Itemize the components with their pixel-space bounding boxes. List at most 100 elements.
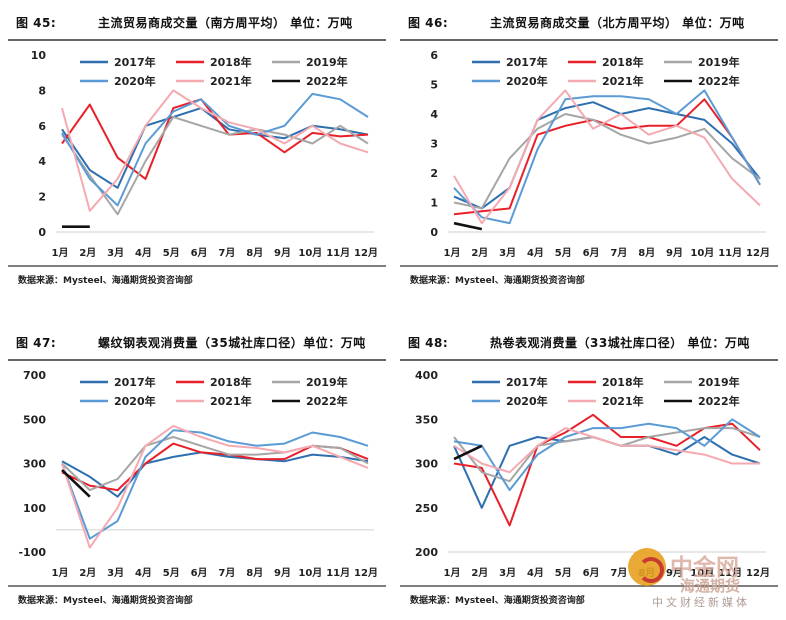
x-tick-label: 4月 [135,247,152,259]
x-tick-label: 10月 [298,247,322,259]
legend-label: 2019年 [698,55,740,69]
chart-title: 图 46: 主流贸易商成交量（北方周平均） 单位：万吨 [400,14,778,31]
x-tick-label: 12月 [354,247,378,259]
y-tick-label: 300 [23,458,46,471]
legend-label: 2022年 [306,394,348,408]
x-tick-label: 6月 [191,567,208,579]
legend-label: 2019年 [306,375,348,389]
x-tick-label: 9月 [666,567,683,579]
chart-title: 图 48: 热卷表观消费量（33城社库口径） 单位：万吨 [400,334,778,351]
y-tick-label: 1 [430,197,438,210]
series-line [453,89,761,225]
series-line [61,107,369,189]
legend-label: 2019年 [698,375,740,389]
x-tick-label: 2月 [79,567,96,579]
x-tick-label: 1月 [52,247,69,259]
series-line [453,427,760,474]
y-tick-label: 350 [415,413,438,426]
legend-label: 2018年 [602,375,644,389]
legend-label: 2020年 [506,394,548,408]
watermark-line1: 中金网 [670,554,739,581]
x-tick-label: 12月 [746,247,770,259]
series-line [61,98,369,180]
y-tick-label: 4 [430,108,438,121]
x-tick-label: 9月 [274,567,291,579]
chart-panel-fig46: 图 46: 主流贸易商成交量（北方周平均） 单位：万吨 6 5 4 3 2 1 0 1月 2月 3月… [400,0,778,300]
x-tick-label: 2月 [471,567,488,579]
y-tick-label: 100 [23,502,46,515]
series-line [61,469,91,498]
x-tick-label: 9月 [274,247,291,259]
legend-label: 2020年 [114,394,156,408]
y-tick-label: 10 [31,49,47,62]
legend-label: 2022年 [306,74,348,88]
series-line [453,101,761,210]
x-tick-label: 10月 [690,567,714,579]
x-tick-label: 3月 [499,567,516,579]
x-tick-label: 11月 [718,567,742,579]
chart-panel-fig48: 图 48: 热卷表观消费量（33城社库口径） 单位：万吨 400 350 300 250… [400,320,778,620]
y-tick-label: 300 [415,458,438,471]
chart-svg: 6 5 4 3 2 1 0 1月 2月 3月 4月 5月 6月 7月 8月 9月 10月 11月 12月 2017年 2… [400,39,778,267]
x-tick-label: 12月 [746,567,770,579]
figure-number: 图 46: [408,16,449,30]
y-tick-label: 5 [430,79,438,92]
y-tick-label: 4 [38,155,46,168]
data-source: 数据来源：Mysteel、海通期货投资咨询部 [18,596,193,606]
y-tick-label: 2 [430,167,438,180]
x-tick-label: 11月 [326,567,350,579]
series-line [453,418,761,492]
data-source: 数据来源：Mysteel、海通期货投资咨询部 [410,276,585,286]
x-tick-label: 11月 [326,247,350,259]
x-tick-label: 5月 [555,247,572,259]
x-tick-label: 7月 [218,567,235,579]
x-tick-label: 4月 [135,567,152,579]
y-tick-label: 3 [430,138,438,151]
series-line [61,116,369,216]
legend-label: 2017年 [114,55,156,69]
legend-label: 2017年 [114,375,156,389]
figure-title: 热卷表观消费量（33城社库口径） 单位：万吨 [490,336,750,350]
legend-label: 2021年 [602,74,644,88]
x-tick-label: 4月 [527,247,544,259]
legend-label: 2017年 [506,55,548,69]
series-line [453,113,761,210]
y-tick-label: 0 [430,226,438,239]
legend-label: 2018年 [210,375,252,389]
chart-svg: 10 8 6 4 2 0 1月 2月 3月 4月 5月 6月 7月 8月 9月 10月 11月 12月 2017年 2… [8,39,386,267]
y-tick-label: 2 [38,191,46,204]
x-tick-label: 12月 [354,567,378,579]
chart-panel-fig45: 图 45: 主流贸易商成交量（南方周平均） 单位：万吨 10 8 6 4 2 0 1月 2月 3月… [8,0,386,300]
x-tick-label: 10月 [298,567,322,579]
y-tick-label: 250 [415,502,438,515]
figure-title: 螺纹钢表观消费量（35城社库口径）单位：万吨 [98,336,366,350]
watermark-line2: 海通期货 [680,577,741,595]
x-tick-label: 9月 [666,247,683,259]
x-tick-label: 3月 [107,247,124,259]
x-tick-label: 11月 [718,247,742,259]
y-tick-label: 700 [23,369,46,382]
watermark-line3: 中文财经新媒体 [652,596,750,609]
y-tick-label: -100 [18,546,46,559]
x-tick-label: 5月 [163,247,180,259]
y-tick-label: 8 [38,84,46,97]
x-tick-label: 1月 [52,567,69,579]
data-source: 数据来源：Mysteel、海通期货投资咨询部 [410,596,585,606]
x-tick-label: 6月 [191,247,208,259]
series-line [61,451,369,498]
x-tick-label: 8月 [246,567,263,579]
figure-number: 图 47: [16,336,57,350]
x-tick-label: 7月 [610,247,627,259]
series-line [453,98,761,216]
x-tick-label: 7月 [218,247,235,259]
x-tick-label: 3月 [499,247,516,259]
x-tick-label: 8月 [246,247,263,259]
legend-label: 2019年 [306,55,348,69]
y-tick-label: 200 [415,546,438,559]
series-line [453,221,483,231]
series-line [61,429,369,540]
y-tick-label: 6 [38,120,46,133]
series-line [61,436,369,492]
x-tick-label: 4月 [527,567,544,579]
figure-title: 主流贸易商成交量（北方周平均） 单位：万吨 [490,16,745,30]
